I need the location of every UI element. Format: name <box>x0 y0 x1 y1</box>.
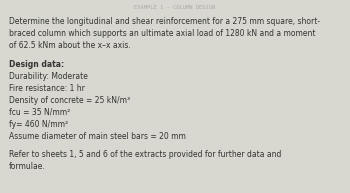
Text: Fire resistance: 1 hr: Fire resistance: 1 hr <box>9 84 85 93</box>
Text: Refer to sheets 1, 5 and 6 of the extracts provided for further data and: Refer to sheets 1, 5 and 6 of the extrac… <box>9 150 281 159</box>
Text: fcu = 35 N/mm²: fcu = 35 N/mm² <box>9 108 70 117</box>
Text: braced column which supports an ultimate axial load of 1280 kN and a moment: braced column which supports an ultimate… <box>9 29 315 38</box>
Text: EXAMPLE 1 - COLUMN DESIGN: EXAMPLE 1 - COLUMN DESIGN <box>134 5 216 10</box>
Text: Determine the longitudinal and shear reinforcement for a 275 mm square, short-: Determine the longitudinal and shear rei… <box>9 17 320 26</box>
Text: Density of concrete = 25 kN/m³: Density of concrete = 25 kN/m³ <box>9 96 130 105</box>
Text: fy= 460 N/mm²: fy= 460 N/mm² <box>9 120 68 129</box>
Text: Durability: Moderate: Durability: Moderate <box>9 72 88 81</box>
Text: of 62.5 kNm about the x–x axis.: of 62.5 kNm about the x–x axis. <box>9 41 131 50</box>
Text: formulae.: formulae. <box>9 162 46 171</box>
Text: Design data:: Design data: <box>9 60 64 69</box>
Text: Assume diameter of main steel bars = 20 mm: Assume diameter of main steel bars = 20 … <box>9 132 186 141</box>
